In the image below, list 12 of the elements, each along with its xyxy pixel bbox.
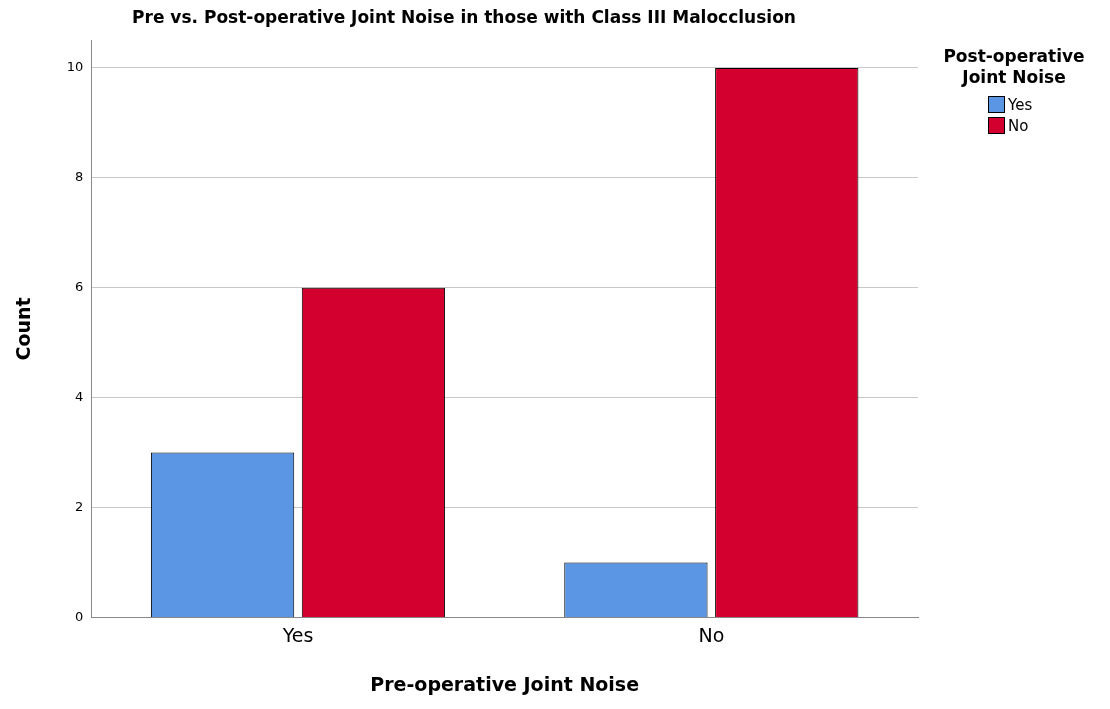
x-axis-title: Pre-operative Joint Noise — [370, 672, 640, 695]
y-tick-label: 2 — [75, 498, 84, 514]
legend-label: Yes — [1008, 95, 1033, 114]
legend-title: Post-operative Joint Noise — [942, 46, 1086, 88]
y-tick-label: 8 — [75, 169, 84, 185]
y-tick-label: 6 — [75, 279, 84, 295]
chart-title: Pre vs. Post-operative Joint Noise in those with Class III Malocclusion — [132, 6, 796, 27]
y-tick-label: 0 — [75, 608, 84, 624]
legend-label: No — [1008, 116, 1029, 135]
y-axis-title: Count — [12, 297, 35, 361]
y-tick-label: 4 — [75, 388, 84, 404]
y-tick-label: 10 — [66, 59, 84, 75]
